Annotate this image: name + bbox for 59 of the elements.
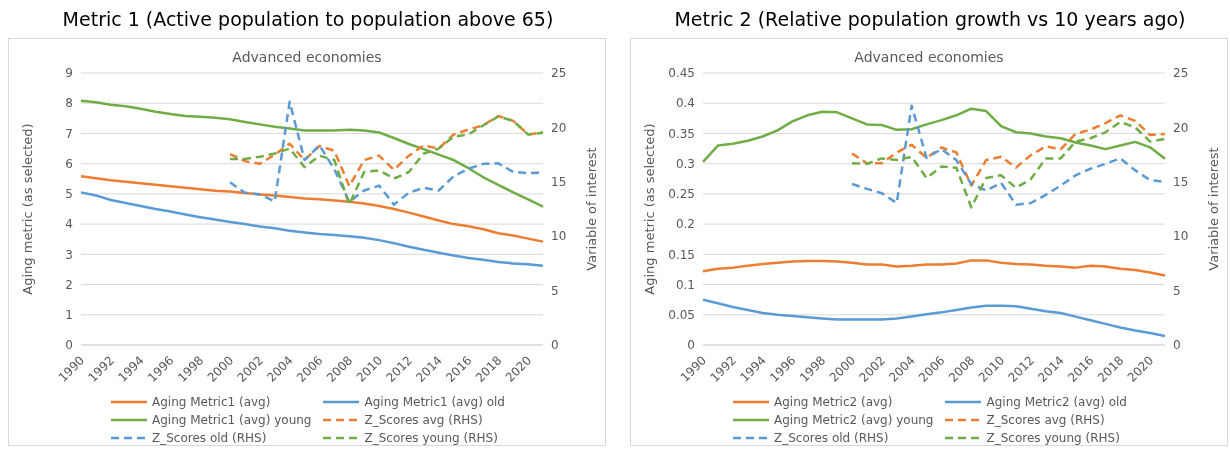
y2-tick-label: 20 (551, 120, 567, 135)
y2-tick-label: 0 (551, 338, 559, 353)
y-tick-label: 0.35 (668, 126, 695, 141)
line-series (79, 191, 545, 268)
y-tick-label: 0.3 (675, 156, 695, 171)
y-tick-label: 7 (65, 126, 73, 141)
chart-subtitle: Advanced economies (231, 49, 383, 65)
legend-label: Z_Scores young (RHS) (364, 431, 498, 445)
y-tick-label: 8 (65, 96, 73, 111)
y2-tick-label: 25 (551, 66, 567, 81)
y-tick-label: 2 (65, 277, 73, 292)
y2-tick-label: 15 (1173, 175, 1189, 190)
legend-label: Z_Scores avg (RHS) (364, 413, 483, 427)
y-tick-label: 0.05 (668, 308, 695, 323)
y2-tick-label: 0 (1173, 338, 1181, 353)
line-series (850, 114, 1167, 187)
y2-tick-label: 10 (1173, 229, 1189, 244)
y-tick-label: 4 (65, 217, 73, 232)
line-series (79, 175, 545, 243)
legend-label: Aging Metric2 (avg) young (774, 413, 934, 427)
line-series (79, 99, 545, 208)
y2-tick-label: 20 (1173, 120, 1189, 135)
y-axis-title: Aging metric (as selected) (19, 123, 35, 295)
legend-label: Aging Metric1 (avg) (152, 395, 271, 409)
legend-label: Z_Scores old (RHS) (152, 431, 267, 445)
y-tick-label: 0.4 (675, 96, 695, 111)
chart-title: Metric 2 (Relative population growth vs 10 years ago) (673, 8, 1187, 32)
legend-label: Aging Metric2 (avg) (774, 395, 893, 409)
y-tick-label: 9 (65, 66, 73, 81)
y2-axis-title: Variable of interest (583, 147, 599, 271)
y2-tick-label: 15 (551, 175, 567, 190)
legend-label: Z_Scores young (RHS) (986, 431, 1120, 445)
legend-label: Aging Metric2 (avg) old (986, 395, 1127, 409)
y-tick-label: 0 (65, 338, 73, 353)
y-tick-label: 0.15 (668, 247, 695, 262)
line-series (228, 114, 545, 188)
y2-tick-label: 5 (551, 283, 559, 298)
chart-subtitle: Advanced economies (853, 49, 1005, 65)
legend-label: Aging Metric1 (avg) young (152, 413, 312, 427)
legend-label: Z_Scores avg (RHS) (986, 413, 1105, 427)
y2-tick-label: 5 (1173, 283, 1181, 298)
legend-label: Z_Scores old (RHS) (774, 431, 889, 445)
chart-title: Metric 1 (Active population to population above 65) (61, 8, 555, 32)
y-tick-label: 0.1 (675, 277, 695, 292)
y-axis-title: Aging metric (as selected) (641, 123, 657, 295)
y2-tick-label: 25 (1173, 66, 1189, 81)
y2-tick-label: 10 (551, 229, 567, 244)
y-tick-label: 6 (65, 156, 73, 171)
y-tick-label: 0.25 (668, 187, 695, 202)
y2-axis-title: Variable of interest (1205, 147, 1221, 271)
y-tick-label: 0.2 (675, 217, 695, 232)
y-tick-label: 0.45 (668, 66, 695, 81)
line-series (701, 298, 1167, 338)
legend-label: Aging Metric1 (avg) old (364, 395, 505, 409)
line-series (701, 259, 1167, 277)
y-tick-label: 1 (65, 308, 73, 323)
y-tick-label: 0 (687, 338, 695, 353)
y-tick-label: 5 (65, 187, 73, 202)
y-tick-label: 3 (65, 247, 73, 262)
